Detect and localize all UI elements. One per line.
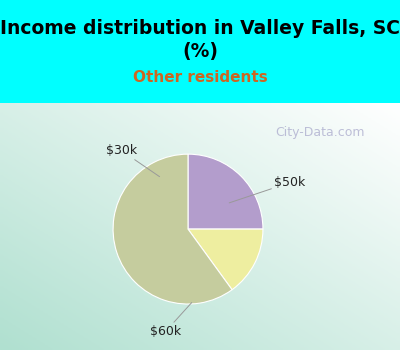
Wedge shape (188, 154, 263, 229)
Text: $60k: $60k (150, 302, 192, 338)
Wedge shape (113, 154, 232, 304)
Wedge shape (188, 229, 263, 290)
Text: City-Data.com: City-Data.com (275, 126, 365, 139)
Text: Income distribution in Valley Falls, SC
(%): Income distribution in Valley Falls, SC … (0, 19, 400, 61)
Text: $30k: $30k (106, 144, 160, 177)
Text: Other residents: Other residents (133, 70, 267, 85)
Text: $50k: $50k (229, 176, 306, 203)
